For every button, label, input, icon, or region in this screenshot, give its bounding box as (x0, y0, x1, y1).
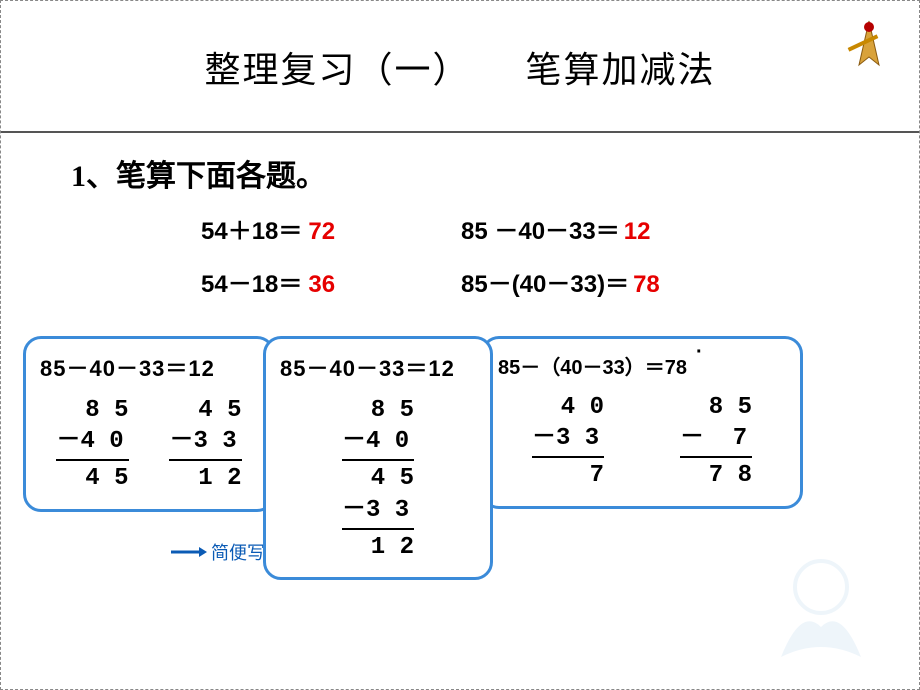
eq-3-ans: 36 (308, 271, 335, 298)
box1-equation: 85－40－33＝12 (40, 351, 258, 383)
eq-4-ans: 78 (633, 271, 660, 298)
eq-1-ans: 72 (308, 218, 335, 245)
calc-box-2: 85－40－33＝12 8 5 －4 0 4 5 －3 3 1 2 (263, 336, 493, 580)
calc-box-1: 85－40－33＝12 8 5 －4 0 4 5 4 5 －3 3 1 2 (23, 336, 275, 512)
eq-1-expr: 54＋18＝ (201, 218, 302, 245)
title-right: 笔算加减法 (526, 50, 716, 90)
eq-2-expr: 85 －40－33＝ (461, 218, 620, 245)
box1-col2: 4 5 －3 3 1 2 (169, 395, 241, 495)
box2-equation: 85－40－33＝12 (280, 351, 476, 383)
box3-col1: 4 0 －3 3 7 (532, 392, 604, 492)
calc-box-3: 85－（40－33）＝78 4 0 －3 3 7 8 5 － 7 7 8 (481, 336, 803, 509)
compass-icon (839, 13, 899, 73)
eq-2-ans: 12 (624, 218, 651, 245)
box3-equation: 85－（40－33）＝78 (498, 351, 786, 380)
page-title: 整理复习（一） 笔算加减法 (31, 41, 889, 93)
title-left: 整理复习（一） (204, 50, 470, 90)
subtitle: 1、笔算下面各题。 (71, 151, 326, 195)
box3-col2: 8 5 － 7 7 8 (680, 392, 752, 492)
eq-3-expr: 54－18＝ (201, 271, 302, 298)
title-underline (1, 131, 919, 133)
slide-frame: 整理复习（一） 笔算加减法 1、笔算下面各题。 54＋18＝72 85 －40－… (0, 0, 920, 690)
equation-row-2: 54－18＝36 85－(40－33)＝78 (201, 264, 821, 299)
box1-col1: 8 5 －4 0 4 5 (56, 395, 128, 495)
equation-block: 54＋18＝72 85 －40－33＝12 54－18＝36 85－(40－33… (201, 211, 821, 317)
calculation-boxes: 85－40－33＝12 8 5 －4 0 4 5 4 5 －3 3 1 2 85… (23, 336, 903, 580)
equation-row-1: 54＋18＝72 85 －40－33＝12 (201, 211, 821, 246)
eq-4-expr: 85－(40－33)＝ (461, 271, 629, 298)
box2-col: 8 5 －4 0 4 5 －3 3 1 2 (342, 395, 414, 563)
